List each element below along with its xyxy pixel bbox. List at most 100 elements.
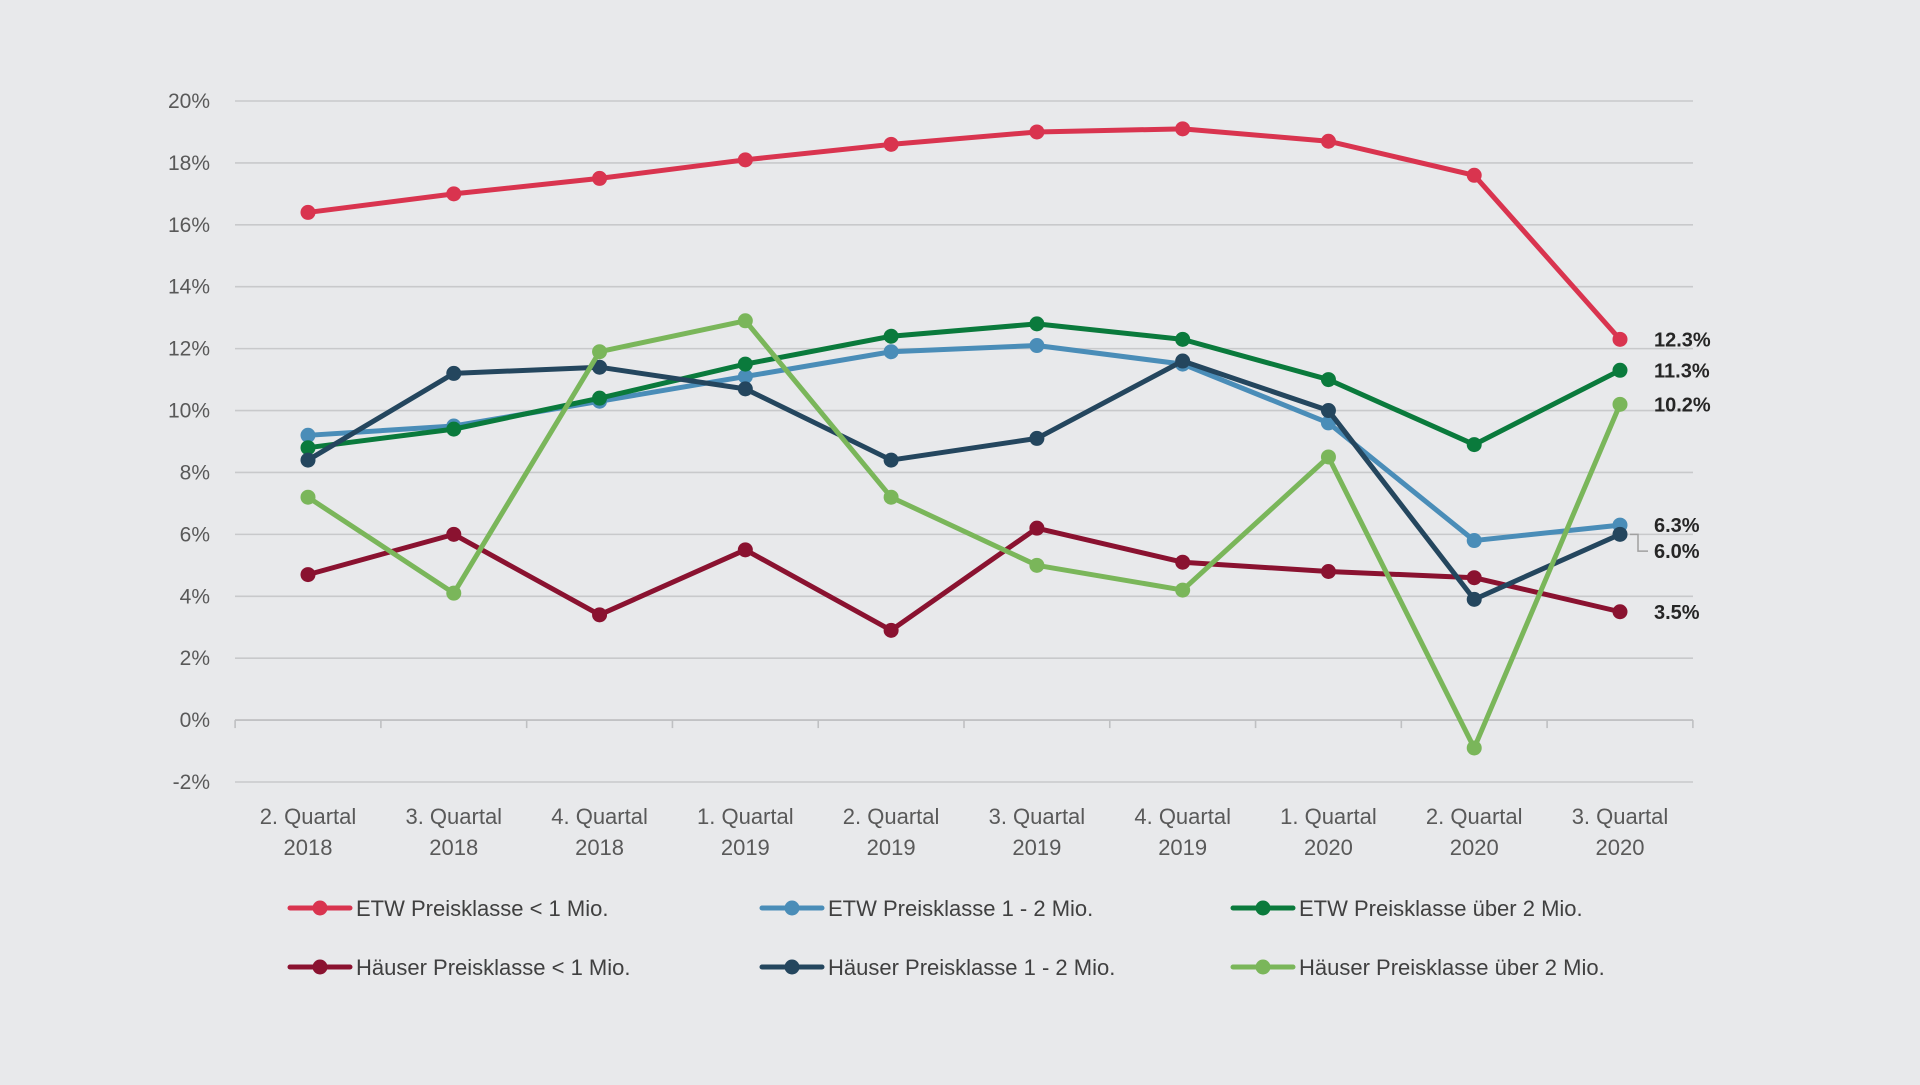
x-tick-label-line: 4. Quartal xyxy=(551,804,648,829)
legend-item: ETW Preisklasse 1 - 2 Mio. xyxy=(759,896,1093,921)
data-point xyxy=(1029,338,1045,354)
legend-swatch-marker xyxy=(312,959,328,975)
legend-label: Häuser Preisklasse über 2 Mio. xyxy=(1299,955,1605,980)
data-point xyxy=(1466,591,1482,607)
legend-item: Häuser Preisklasse über 2 Mio. xyxy=(1230,955,1605,980)
series-line xyxy=(305,318,1623,751)
data-point xyxy=(300,452,316,468)
data-point xyxy=(1029,520,1045,536)
x-tick-label-line: 2. Quartal xyxy=(260,804,357,829)
end-value-label: 12.3% xyxy=(1654,329,1711,351)
y-tick-label: 16% xyxy=(168,214,210,237)
data-point xyxy=(1320,133,1336,149)
x-tick-label-line: 2. Quartal xyxy=(843,804,940,829)
y-tick-label: 8% xyxy=(180,461,210,484)
data-point xyxy=(1175,554,1191,570)
legend-swatch-marker xyxy=(784,900,800,916)
x-tick-label-line: 2018 xyxy=(429,835,478,860)
legend-item: Häuser Preisklasse 1 - 2 Mio. xyxy=(759,955,1115,980)
data-point xyxy=(592,344,608,360)
legend-label: ETW Preisklasse < 1 Mio. xyxy=(356,896,608,921)
data-point xyxy=(446,421,462,437)
data-point xyxy=(1612,331,1628,347)
x-tick-label-line: 2018 xyxy=(575,835,624,860)
legend-item: ETW Preisklasse < 1 Mio. xyxy=(287,896,608,921)
data-point xyxy=(1320,372,1336,388)
data-point xyxy=(446,186,462,202)
data-point xyxy=(1612,604,1628,620)
x-tick-label-line: 3. Quartal xyxy=(405,804,502,829)
data-point xyxy=(737,381,753,397)
y-tick-label: 0% xyxy=(180,709,210,732)
legend-item: Häuser Preisklasse < 1 Mio. xyxy=(287,955,631,980)
data-point xyxy=(446,585,462,601)
end-value-label: 6.3% xyxy=(1654,515,1700,537)
data-point xyxy=(1612,396,1628,412)
legend-item: ETW Preisklasse über 2 Mio. xyxy=(1230,896,1583,921)
data-point xyxy=(883,136,899,152)
data-point xyxy=(1320,449,1336,465)
data-point xyxy=(883,452,899,468)
data-point xyxy=(883,489,899,505)
data-point xyxy=(1029,557,1045,573)
data-point xyxy=(592,390,608,406)
x-tick-label-line: 2019 xyxy=(721,835,770,860)
x-tick-label-line: 4. Quartal xyxy=(1134,804,1231,829)
x-tick-label-line: 2. Quartal xyxy=(1426,804,1523,829)
data-point xyxy=(1320,403,1336,419)
x-tick-label-line: 2020 xyxy=(1596,835,1645,860)
y-tick-label: 10% xyxy=(168,400,210,423)
data-point xyxy=(1612,362,1628,378)
series-line xyxy=(305,321,1623,451)
data-point xyxy=(446,365,462,381)
series-line xyxy=(305,126,1623,342)
y-tick-label: 6% xyxy=(180,523,210,546)
data-point xyxy=(592,170,608,186)
x-tick-label-line: 2018 xyxy=(284,835,333,860)
data-point xyxy=(1029,430,1045,446)
x-tick-label-line: 1. Quartal xyxy=(1280,804,1377,829)
end-value-label: 3.5% xyxy=(1654,602,1700,624)
end-value-label: 11.3% xyxy=(1654,360,1710,382)
x-tick-label: 4. Quartal 2018 xyxy=(551,804,648,860)
legend-label: Häuser Preisklasse < 1 Mio. xyxy=(356,955,631,980)
data-point xyxy=(737,368,753,384)
data-point xyxy=(1466,740,1482,756)
x-tick-label: 2. Quartal 2018 xyxy=(260,804,357,860)
y-tick-label: 12% xyxy=(168,338,210,361)
y-tick-label: 14% xyxy=(168,276,210,299)
data-point xyxy=(737,542,753,558)
legend-swatch-marker xyxy=(1255,900,1271,916)
y-tick-label: -2% xyxy=(173,771,210,794)
data-point xyxy=(1175,121,1191,137)
x-tick-label-line: 3. Quartal xyxy=(1572,804,1669,829)
y-tick-label: 20% xyxy=(168,90,210,113)
series-group xyxy=(300,121,1628,756)
x-tick-label-line: 2020 xyxy=(1450,835,1499,860)
legend-label: Häuser Preisklasse 1 - 2 Mio. xyxy=(828,955,1115,980)
x-tick-label: 1. Quartal 2019 xyxy=(697,804,794,860)
data-point xyxy=(1466,167,1482,183)
end-value-label: 10.2% xyxy=(1654,394,1711,416)
legend-swatch-marker xyxy=(784,959,800,975)
data-point xyxy=(300,204,316,220)
y-tick-label: 2% xyxy=(180,647,210,670)
end-value-label: 6.0% xyxy=(1654,541,1700,563)
data-point xyxy=(737,356,753,372)
data-point xyxy=(1466,570,1482,586)
series-line xyxy=(305,525,1623,633)
legend-swatch-marker xyxy=(312,900,328,916)
axes: -2% 0% 2% 4% 6% 8% 10% 12% 14% 16% 18% 20% 2. Quarta… xyxy=(168,90,1694,860)
data-point xyxy=(592,359,608,375)
data-point xyxy=(592,607,608,623)
x-tick-label-line: 2019 xyxy=(1158,835,1207,860)
leader-line xyxy=(1630,533,1648,552)
legend-label: ETW Preisklasse 1 - 2 Mio. xyxy=(828,896,1093,921)
data-point xyxy=(1175,353,1191,369)
data-point xyxy=(1029,124,1045,140)
series-line xyxy=(305,358,1623,602)
x-tick-label-line: 2019 xyxy=(867,835,916,860)
x-tick-label-line: 3. Quartal xyxy=(989,804,1086,829)
data-point xyxy=(883,328,899,344)
